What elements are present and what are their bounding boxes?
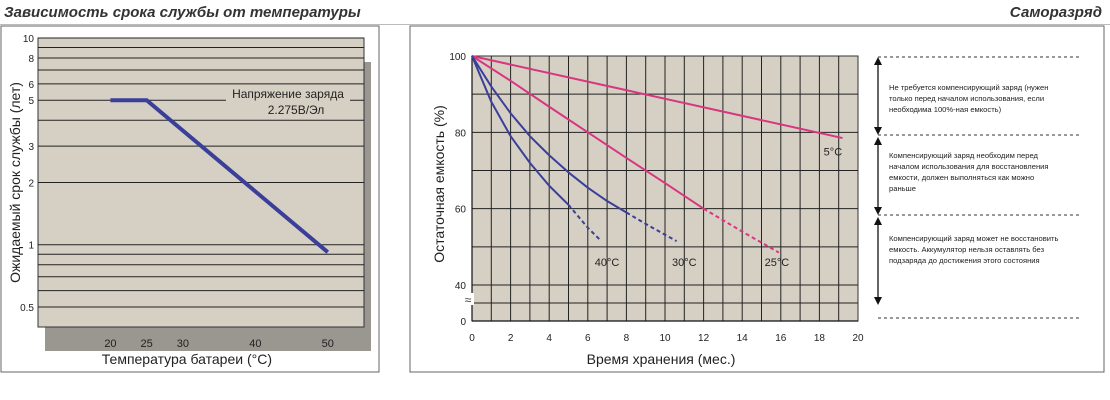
series-line-life [110,98,330,254]
zone-arrow-1-head-up [874,57,882,65]
x-tick-label: 18 [814,333,826,344]
series-label: 40°C [595,257,620,269]
y-tick-label: 60 [455,205,467,216]
y-tick-label: 5 [28,96,34,107]
life-vs-temperature-chart: 10 8 6 5 3 2 1 0.5 20 25 30 40 50 Температура батареи… [0,25,380,373]
annotation-line2: 2.275В/Эл [268,103,325,117]
y-axis-label: Ожидаемый срок службы (лет) [7,82,23,283]
y-tick-label: 1 [28,241,34,252]
x-tick-label: 20 [852,333,864,344]
title-divider [0,24,1110,25]
series-line-40c [471,55,570,206]
x-tick-label: 30 [177,338,189,350]
y-tick-label: 8 [28,54,34,65]
series-label: 25°C [765,257,790,269]
series-label: 5°C [824,146,843,158]
series-dash-40c [567,204,601,240]
zone-arrow-1-head-down [874,127,882,135]
x-tick-label: 20 [104,338,116,350]
x-tick-label: 40 [249,338,261,350]
y-tick-label: 80 [455,128,467,139]
zone-arrow-2-head-down [874,207,882,215]
x-tick-label: 2 [508,333,514,344]
zone-arrow-3-head-down [874,297,882,305]
series-dash-25c [703,207,780,254]
zone-arrow-2-head-up [874,137,882,145]
y-tick-label: 40 [455,281,467,292]
y-tick-label: 100 [449,52,466,63]
zone-note-3: Компенсирующий заряд может не восстанови… [889,234,1058,265]
y-tick-label: 0.5 [20,303,34,314]
zone-note-1: Не требуется компенсирующий заряд (нужен… [889,83,1048,114]
right-chart-title: Саморазряд [1009,4,1102,21]
x-tick-label: 50 [322,338,334,350]
x-tick-label: 12 [698,333,710,344]
zone-arrow-3-head-up [874,217,882,225]
y-tick-label: 0 [460,317,466,328]
axis-break-mask [462,293,474,305]
y-tick-label: 2 [28,179,34,190]
x-tick-label: 10 [659,333,671,344]
y-tick-label: 6 [28,80,34,91]
x-tick-label: 16 [775,333,787,344]
x-tick-label: 14 [737,333,749,344]
series-line-5c [471,55,843,140]
series-line-30c [471,55,627,214]
zone-note-2: Компенсирующий заряд необходим перед нача… [889,151,1049,193]
x-tick-label: 8 [624,333,630,344]
x-tick-label: 4 [546,333,552,344]
y-tick-label: 10 [23,34,35,45]
series-label: 30°C [672,257,697,269]
left-chart-frame [0,25,380,373]
annotation-line1: Напряжение заряда [232,87,344,101]
right-chart-frame [409,25,1105,373]
axis-break-symbol: ≈ [465,293,472,307]
y-tick-label: 3 [28,142,34,153]
x-tick-label: 25 [141,338,153,350]
x-tick-label: 6 [585,333,591,344]
series-dash-30c [625,211,678,242]
x-axis-label: Температура батареи (°C) [102,351,272,367]
y-axis-label: Остаточная емкость (%) [431,105,447,263]
left-chart-title: Зависимость срока службы от температуры [4,4,361,21]
annotation-box [226,85,350,119]
x-tick-label: 0 [469,333,475,344]
series-line-25c [471,55,705,210]
x-axis-label: Время хранения (мес.) [587,351,736,367]
